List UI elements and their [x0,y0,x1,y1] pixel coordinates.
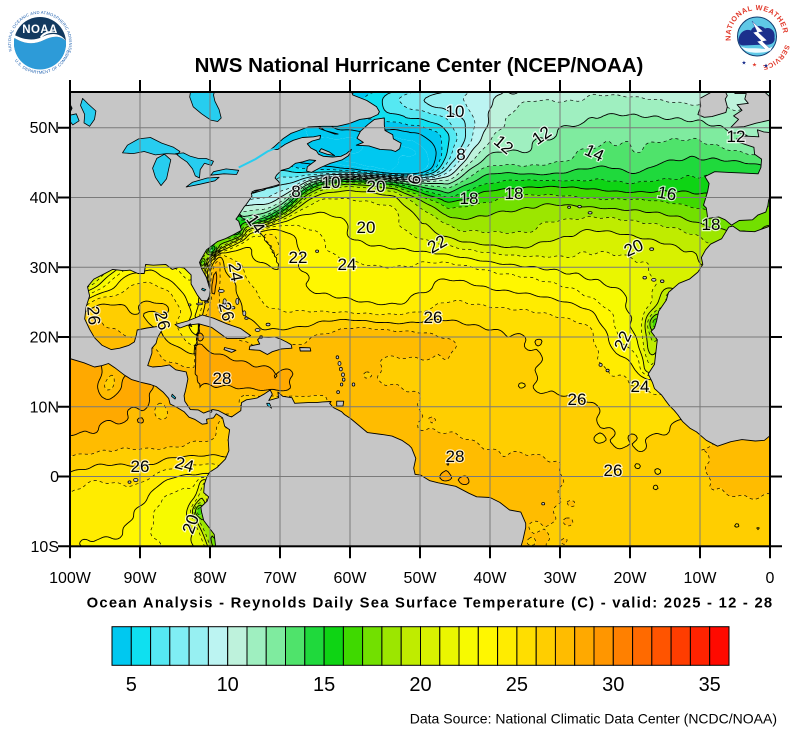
svg-text:26: 26 [604,461,623,480]
svg-text:100W: 100W [49,570,92,587]
svg-text:30: 30 [602,674,624,696]
svg-text:Data Source: National Climatic: Data Source: National Climatic Data Cent… [410,711,777,727]
svg-text:26: 26 [568,390,587,409]
svg-text:20: 20 [367,177,386,196]
svg-text:★: ★ [764,63,769,70]
svg-text:80W: 80W [194,570,228,587]
svg-text:40N: 40N [30,190,59,207]
svg-text:24: 24 [631,377,650,396]
svg-text:10W: 10W [684,570,718,587]
svg-text:20W: 20W [614,570,648,587]
svg-text:10: 10 [446,102,465,121]
svg-text:0: 0 [766,570,775,587]
svg-text:60W: 60W [334,570,368,587]
svg-text:35: 35 [699,674,721,696]
svg-text:18: 18 [460,189,479,208]
svg-text:5: 5 [126,674,137,696]
svg-text:25: 25 [506,674,528,696]
svg-text:40W: 40W [474,570,508,587]
svg-text:0: 0 [50,469,59,486]
svg-text:8: 8 [456,145,465,164]
svg-text:24: 24 [224,261,246,283]
svg-text:10S: 10S [31,539,59,556]
svg-text:15: 15 [313,674,335,696]
svg-text:50N: 50N [30,120,59,137]
svg-text:30N: 30N [30,260,59,277]
svg-text:26: 26 [424,308,443,327]
svg-text:10N: 10N [30,399,59,416]
svg-text:50W: 50W [404,570,438,587]
svg-text:20: 20 [409,674,431,696]
svg-text:24: 24 [338,255,357,274]
svg-text:18: 18 [505,184,524,203]
svg-text:28: 28 [446,447,465,466]
svg-text:30W: 30W [544,570,578,587]
svg-text:26: 26 [83,305,104,326]
svg-text:28: 28 [213,369,232,388]
svg-text:16: 16 [656,183,678,205]
svg-text:★: ★ [742,60,747,67]
svg-text:18: 18 [702,215,721,234]
svg-text:70W: 70W [264,570,298,587]
svg-text:26: 26 [131,457,150,476]
svg-text:12: 12 [727,127,746,146]
svg-text:NOAA: NOAA [22,24,57,36]
svg-text:22: 22 [289,248,308,267]
svg-text:NWS National Hurricane Center: NWS National Hurricane Center (NCEP/NOAA… [195,54,644,77]
svg-text:8: 8 [291,182,300,201]
svg-text:90W: 90W [124,570,158,587]
svg-text:10: 10 [322,173,341,192]
svg-text:20: 20 [357,218,376,237]
svg-text:20N: 20N [30,330,59,347]
svg-text:10: 10 [217,674,239,696]
svg-text:Ocean Analysis - Reynolds Dail: Ocean Analysis - Reynolds Daily Sea Surf… [87,596,774,612]
svg-text:★: ★ [752,62,757,69]
